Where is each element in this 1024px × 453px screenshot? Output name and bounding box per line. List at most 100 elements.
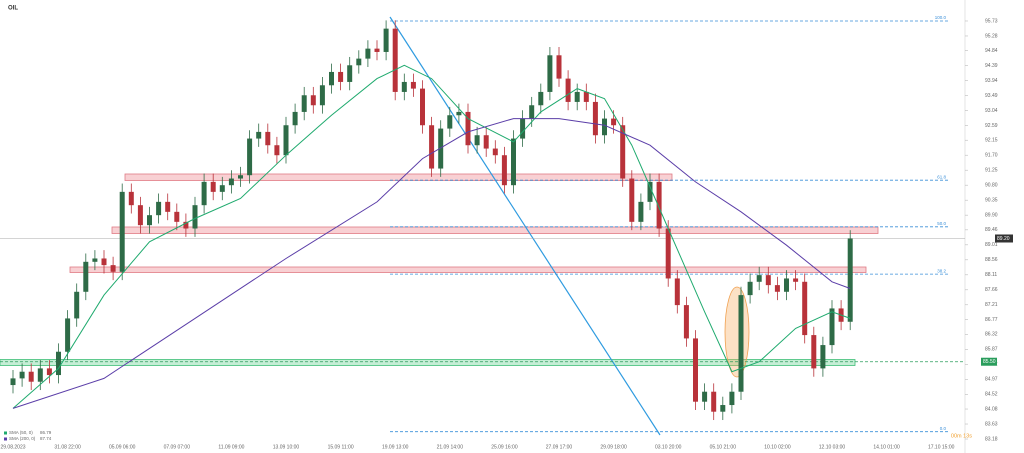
y-tick-label: 95.28 <box>985 33 998 39</box>
candle-body <box>720 405 726 412</box>
candle-body <box>474 135 480 146</box>
x-tick-label: 07.09 07:00 <box>164 444 191 450</box>
candle-body <box>74 291 80 319</box>
candle-body <box>602 118 607 136</box>
candle-body <box>128 191 134 206</box>
fib-label: 50.0 <box>937 221 946 226</box>
legend-value: 86.79 <box>40 430 52 435</box>
x-tick-label: 13.09 10:00 <box>273 444 300 450</box>
x-tick-label: 03.10 20:00 <box>655 444 682 450</box>
y-tick-label: 85.87 <box>985 347 998 353</box>
y-tick-label: 87.66 <box>985 287 998 293</box>
zones <box>0 0 966 453</box>
candle-body <box>238 175 243 179</box>
price-label: 89.20 <box>997 236 1010 242</box>
candle-body <box>765 275 771 286</box>
candle-body <box>547 55 553 92</box>
candle-body <box>356 58 362 66</box>
candle-body <box>228 178 234 186</box>
candle-body <box>383 28 389 52</box>
y-tick-label: 84.97 <box>985 377 998 383</box>
candle-body <box>465 111 471 146</box>
candle-body <box>374 48 380 52</box>
x-tick-label: 05.09 06:00 <box>109 444 136 450</box>
candle-body <box>210 181 216 192</box>
x-tick-label: 11.09 09:00 <box>218 444 244 450</box>
y-tick-label: 90.35 <box>985 198 998 204</box>
x-tick-label: 31.08 22:00 <box>54 444 81 450</box>
legend-name: SMA (50, 0) <box>9 430 33 435</box>
candle-body <box>110 265 116 272</box>
candle-body <box>219 185 225 192</box>
candle-body <box>647 181 653 202</box>
candle-body <box>520 118 526 139</box>
x-tick-label: 29.09 18:00 <box>600 444 627 450</box>
candle-body <box>492 148 498 156</box>
x-tick-label: 15.09 11:00 <box>328 444 354 450</box>
candle-body <box>301 95 307 112</box>
candle-body <box>420 88 425 126</box>
y-tick-label: 87.21 <box>985 302 998 308</box>
y-tick-label: 92.15 <box>985 138 998 144</box>
candle-body <box>774 285 780 292</box>
candle-body <box>711 391 717 412</box>
timer: 00m 13s <box>951 433 972 439</box>
fib-label: 100.0 <box>935 15 947 20</box>
candle-body <box>292 111 298 126</box>
candle-body <box>674 278 680 306</box>
fib-label: 38.2 <box>937 268 946 273</box>
resistance-zone <box>124 173 673 181</box>
x-tick-label: 12.10 03:00 <box>819 444 846 450</box>
candle-body <box>629 178 635 222</box>
candle-body <box>410 81 416 89</box>
candle-body <box>192 205 198 229</box>
candle-body <box>165 201 171 212</box>
candle-body <box>137 205 143 226</box>
y-tick-label: 89.01 <box>985 242 998 248</box>
candle-body <box>665 228 671 279</box>
y-tick-label: 84.52 <box>985 392 998 398</box>
candle-body <box>37 368 43 382</box>
candle-body <box>147 215 152 226</box>
candle-body <box>256 131 262 139</box>
candle-body <box>401 81 407 92</box>
y-tick-label: 84.08 <box>985 406 998 412</box>
candle-body <box>592 101 598 136</box>
trend-line <box>389 16 661 436</box>
x-tick-label: 14.10 01:00 <box>873 444 900 450</box>
x-tick-label: 17.10 15:00 <box>928 444 955 450</box>
y-tick-label: 92.59 <box>985 123 998 129</box>
candle-body <box>456 111 462 116</box>
candle-body <box>65 318 71 352</box>
legend-name: SMA (200, 0) <box>9 436 36 441</box>
candle-body <box>847 238 853 322</box>
candle-body <box>729 391 735 406</box>
candle-body <box>611 118 617 126</box>
candle-body <box>92 258 98 262</box>
candle-body <box>283 125 289 156</box>
y-tick-label: 94.84 <box>985 48 998 54</box>
x-tick-label: 05.10 21:00 <box>710 444 737 450</box>
candle-body <box>46 368 52 376</box>
y-tick-label: 83.63 <box>985 421 998 427</box>
candle-body <box>310 95 316 106</box>
candle-body <box>574 91 580 102</box>
y-tick-label: 93.04 <box>985 108 998 114</box>
y-tick-label: 94.39 <box>985 63 998 69</box>
candle-body <box>83 261 89 292</box>
fib-label: 61.8 <box>937 174 946 179</box>
candle-body <box>529 105 535 119</box>
candle-body <box>683 305 689 339</box>
y-tick-label: 93.49 <box>985 93 998 99</box>
y-tick-label: 90.80 <box>985 183 998 189</box>
candle-body <box>247 138 253 176</box>
candle-body <box>119 191 125 272</box>
candle-body <box>756 275 762 282</box>
candle-body <box>183 221 189 229</box>
candle-body <box>784 278 789 292</box>
candle-body <box>447 115 453 129</box>
y-tick-label: 83.18 <box>985 436 998 442</box>
legend-swatch <box>4 431 7 435</box>
candle-body <box>829 308 835 346</box>
